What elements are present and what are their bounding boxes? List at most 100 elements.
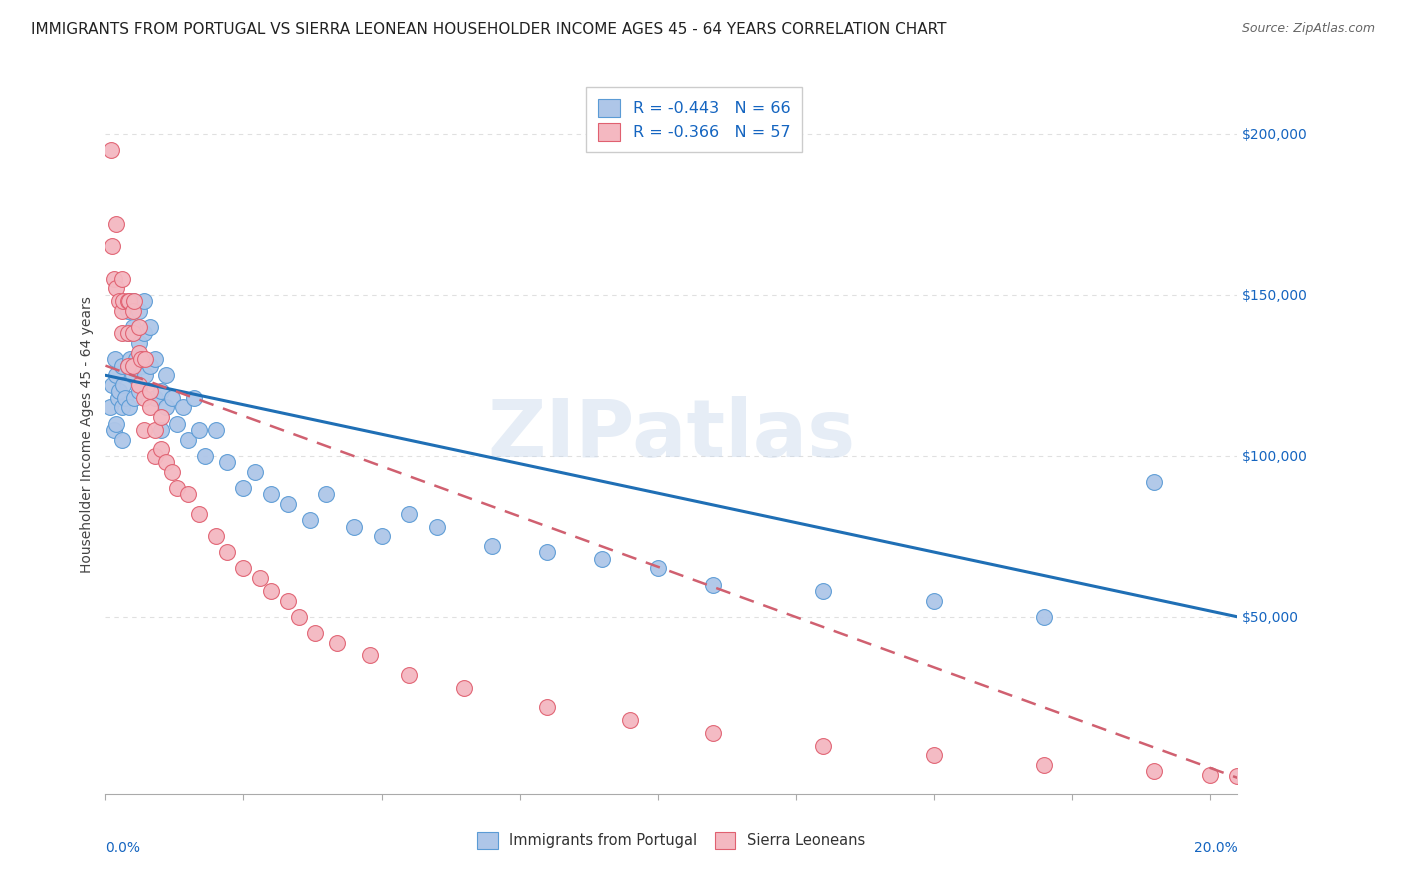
Point bbox=[160, 465, 183, 479]
Point bbox=[398, 667, 420, 681]
Point bbox=[370, 529, 392, 543]
Point bbox=[143, 352, 166, 367]
Point bbox=[1143, 764, 1166, 779]
Point bbox=[111, 326, 134, 341]
Point bbox=[101, 239, 124, 253]
Point bbox=[105, 217, 128, 231]
Point bbox=[117, 359, 139, 373]
Point bbox=[536, 545, 558, 559]
Point bbox=[138, 401, 160, 415]
Point bbox=[103, 271, 125, 285]
Point bbox=[1143, 475, 1166, 489]
Point bbox=[138, 359, 160, 373]
Point bbox=[122, 294, 145, 309]
Text: Source: ZipAtlas.com: Source: ZipAtlas.com bbox=[1241, 22, 1375, 36]
Point bbox=[105, 281, 128, 295]
Point bbox=[143, 423, 166, 437]
Point bbox=[122, 320, 145, 334]
Point bbox=[536, 700, 558, 714]
Point bbox=[426, 519, 449, 533]
Point bbox=[260, 584, 283, 599]
Point bbox=[103, 423, 125, 437]
Point bbox=[105, 368, 128, 383]
Point bbox=[132, 391, 155, 405]
Point bbox=[1033, 758, 1056, 772]
Point bbox=[149, 442, 172, 457]
Point bbox=[160, 391, 183, 405]
Point bbox=[101, 378, 124, 392]
Point bbox=[132, 294, 155, 309]
Point bbox=[125, 352, 148, 367]
Point bbox=[166, 417, 188, 431]
Point bbox=[188, 507, 211, 521]
Point bbox=[122, 359, 145, 373]
Point bbox=[98, 401, 121, 415]
Point bbox=[131, 352, 153, 367]
Point bbox=[343, 519, 366, 533]
Point bbox=[149, 410, 172, 425]
Point bbox=[232, 561, 254, 575]
Point bbox=[105, 417, 128, 431]
Point bbox=[453, 681, 475, 695]
Point bbox=[111, 433, 134, 447]
Point bbox=[128, 336, 150, 351]
Point bbox=[1033, 609, 1056, 624]
Point bbox=[619, 713, 641, 727]
Point bbox=[155, 401, 177, 415]
Point bbox=[194, 449, 217, 463]
Point bbox=[183, 391, 205, 405]
Point bbox=[205, 529, 228, 543]
Point bbox=[112, 378, 135, 392]
Point bbox=[304, 626, 326, 640]
Point bbox=[117, 326, 139, 341]
Point bbox=[143, 391, 166, 405]
Point bbox=[131, 359, 153, 373]
Point bbox=[205, 423, 228, 437]
Point bbox=[117, 304, 139, 318]
Point bbox=[122, 304, 145, 318]
Point bbox=[128, 345, 150, 359]
Point bbox=[132, 326, 155, 341]
Point bbox=[702, 577, 724, 591]
Point bbox=[166, 481, 188, 495]
Point bbox=[114, 391, 136, 405]
Point bbox=[277, 497, 299, 511]
Point bbox=[111, 359, 134, 373]
Point bbox=[298, 513, 321, 527]
Point bbox=[326, 635, 349, 649]
Point bbox=[128, 304, 150, 318]
Point bbox=[128, 384, 150, 399]
Point bbox=[172, 401, 194, 415]
Point bbox=[647, 561, 669, 575]
Point bbox=[134, 368, 156, 383]
Point bbox=[117, 294, 139, 309]
Point bbox=[922, 593, 945, 607]
Point bbox=[112, 294, 135, 309]
Point bbox=[104, 352, 127, 367]
Point bbox=[122, 326, 145, 341]
Point bbox=[1226, 769, 1249, 783]
Point bbox=[215, 545, 238, 559]
Point bbox=[117, 326, 139, 341]
Point bbox=[134, 352, 156, 367]
Point bbox=[591, 551, 613, 566]
Point bbox=[177, 487, 200, 501]
Point bbox=[811, 584, 834, 599]
Point bbox=[122, 368, 145, 383]
Point bbox=[249, 571, 271, 585]
Point bbox=[177, 433, 200, 447]
Point bbox=[122, 294, 145, 309]
Point bbox=[811, 739, 834, 753]
Legend: Immigrants from Portugal, Sierra Leoneans: Immigrants from Portugal, Sierra Leonean… bbox=[471, 826, 872, 855]
Point bbox=[120, 352, 142, 367]
Point bbox=[287, 609, 309, 624]
Y-axis label: Householder Income Ages 45 - 64 years: Householder Income Ages 45 - 64 years bbox=[80, 296, 94, 574]
Point bbox=[100, 143, 122, 157]
Point bbox=[315, 487, 337, 501]
Point bbox=[132, 423, 155, 437]
Point bbox=[277, 593, 299, 607]
Text: 0.0%: 0.0% bbox=[105, 840, 141, 855]
Point bbox=[922, 748, 945, 763]
Text: 20.0%: 20.0% bbox=[1194, 840, 1237, 855]
Point bbox=[138, 320, 160, 334]
